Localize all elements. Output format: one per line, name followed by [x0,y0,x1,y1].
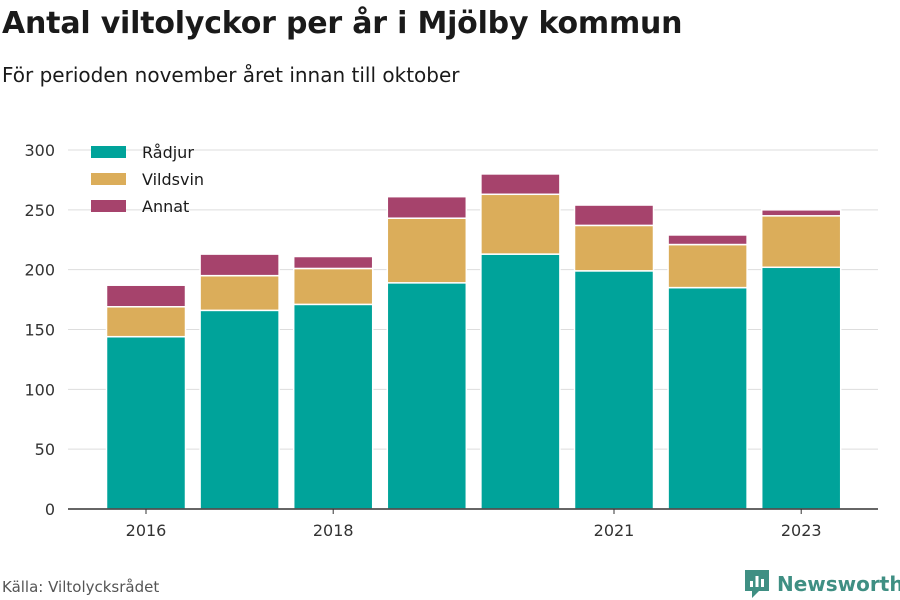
x-tick-label: 2023 [781,521,822,540]
legend-label-vildsvin: Vildsvin [142,170,204,189]
bar-annat-2019 [386,195,468,219]
x-tick-label: 2021 [594,521,635,540]
bar-rådjur-2018 [292,303,374,510]
y-tick-label: 300 [24,141,55,160]
bar-rådjur-2017 [199,309,280,510]
bar-vildsvin-2017 [199,274,280,312]
bar-vildsvin-2016 [105,306,187,338]
bar-rådjur-2019 [386,282,468,510]
source-note: Källa: Viltolycksrådet [2,578,160,596]
brand-name: Newsworthy [777,572,900,596]
bar-vildsvin-2018 [292,267,374,306]
y-tick-label: 250 [24,201,55,220]
bar-annat-2020 [480,173,561,196]
bar-vildsvin-2020 [480,193,561,255]
y-tick-label: 200 [24,261,55,280]
y-tick-label: 150 [24,321,55,340]
bar-vildsvin-2019 [386,217,468,284]
bar-vildsvin-2022 [667,243,748,289]
bar-annat-2017 [199,253,280,277]
bar-rådjur-2016 [105,335,187,510]
legend-swatch-rådjur [91,146,126,158]
y-tick-label: 0 [45,500,55,519]
bars [105,173,842,510]
chart-subtitle: För perioden november året innan till ok… [2,63,460,87]
bar-annat-2021 [573,204,655,227]
bar-vildsvin-2023 [760,215,842,269]
legend: Rådjur Vildsvin Annat [91,143,204,216]
newsworthy-logo[interactable]: Newsworthy [744,569,900,599]
x-tick-label: 2018 [313,521,354,540]
y-tick-label: 50 [35,440,55,459]
legend-swatch-annat [91,200,126,212]
bar-annat-2023 [760,209,842,217]
bar-rådjur-2023 [760,266,842,510]
newsworthy-logo-icon [745,570,769,598]
grid-lines [68,149,878,450]
bar-rådjur-2021 [573,270,655,510]
bar-annat-2016 [105,284,187,308]
bar-rådjur-2020 [480,253,561,510]
legend-label-rådjur: Rådjur [142,143,194,162]
legend-label-annat: Annat [142,197,189,216]
bar-rådjur-2022 [667,286,748,510]
stacked-bar-chart: 0 50 100 150 200 250 300 2016 2018 2021 2023 Rådju… [24,141,878,540]
x-tick-label: 2016 [126,521,167,540]
axes: 0 50 100 150 200 250 300 2016 2018 2021 2023 [24,141,878,540]
chart-title: Antal viltolyckor per år i Mjölby kommun [2,6,683,41]
bar-vildsvin-2021 [573,224,655,272]
y-tick-label: 100 [24,380,55,399]
bar-annat-2018 [292,255,374,270]
legend-swatch-vildsvin [91,173,126,185]
bar-annat-2022 [667,234,748,246]
